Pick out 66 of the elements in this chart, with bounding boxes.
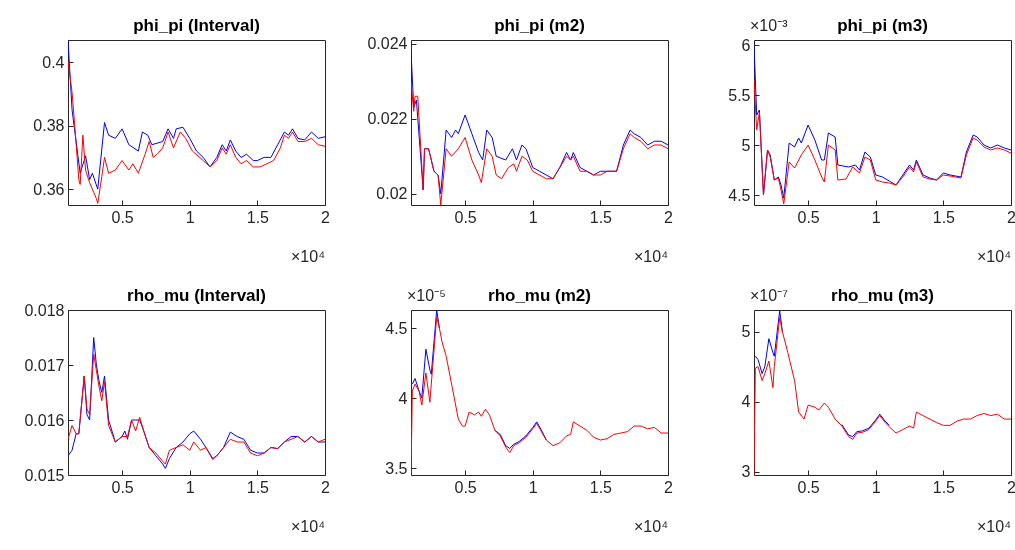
text: ×10⁻³ bbox=[750, 17, 789, 34]
y-tick-label: 3 bbox=[741, 463, 751, 480]
x-tick-label: 0.5 bbox=[797, 208, 820, 226]
x-tick-label: 2 bbox=[321, 208, 331, 226]
chart-title: rho_mu (m2) bbox=[488, 286, 591, 305]
x-tick-label: 0.5 bbox=[111, 208, 134, 226]
y-tick-label: 0.018 bbox=[24, 301, 65, 319]
y-tick-label: 4.5 bbox=[385, 319, 408, 337]
y-tick-label: 4 bbox=[398, 389, 408, 407]
y-tick-label: 0.38 bbox=[33, 117, 65, 135]
line-series bbox=[68, 40, 325, 190]
x-tick-label: 0.5 bbox=[111, 478, 134, 496]
chart-title: phi_pi (m3) bbox=[837, 16, 928, 35]
y-tick-label: 0.36 bbox=[33, 180, 65, 198]
x-tick-label: 2 bbox=[1007, 208, 1015, 226]
x-tick-label: 1 bbox=[528, 478, 538, 496]
line-series bbox=[754, 79, 1011, 205]
x-tick-label: 2 bbox=[664, 478, 674, 496]
chart-title: phi_pi (Interval) bbox=[133, 16, 260, 35]
y-tick-label: 0.024 bbox=[367, 35, 408, 53]
x-tick-label: 1.5 bbox=[246, 208, 270, 226]
x-tick-label: 1.5 bbox=[932, 208, 956, 226]
line-series bbox=[68, 60, 325, 204]
x-tick-label: 1.5 bbox=[932, 478, 956, 496]
chart-title: rho_mu (Interval) bbox=[127, 286, 266, 305]
x-tick-label: 0.5 bbox=[454, 478, 477, 496]
x-tick-label: 1.5 bbox=[246, 478, 270, 496]
y-tick-label: 0.022 bbox=[367, 110, 408, 128]
y-tick-label: 0.02 bbox=[376, 185, 408, 203]
line-series bbox=[68, 353, 325, 465]
x-tick-label: 1 bbox=[528, 208, 538, 226]
text: ×10⁻⁵ bbox=[407, 287, 446, 304]
text: ×10⁴ bbox=[976, 518, 1012, 535]
y-tick-label: 0.4 bbox=[42, 53, 65, 71]
text: ×10⁴ bbox=[290, 248, 326, 265]
y-tick-label: 5.5 bbox=[728, 86, 751, 104]
x-tick-label: 1 bbox=[185, 208, 195, 226]
y-tick-label: 0.015 bbox=[24, 466, 65, 484]
y-tick-label: 4.5 bbox=[728, 186, 751, 204]
y-tick-label: 5 bbox=[741, 136, 751, 154]
y-tick-label: 3.5 bbox=[385, 459, 408, 477]
x-tick-label: 2 bbox=[1007, 478, 1015, 496]
y-tick-label: 0.017 bbox=[24, 356, 65, 374]
line-series bbox=[411, 316, 668, 475]
y-tick-label: 0.016 bbox=[24, 411, 65, 429]
x-tick-label: 1 bbox=[871, 478, 881, 496]
x-tick-label: 0.5 bbox=[797, 478, 820, 496]
y-tick-label: 4 bbox=[741, 393, 751, 411]
x-tick-label: 1.5 bbox=[589, 208, 613, 226]
x-tick-label: 1 bbox=[871, 208, 881, 226]
text: ×10⁴ bbox=[633, 518, 669, 535]
y-tick-label: 6 bbox=[741, 36, 751, 54]
x-tick-label: 0.5 bbox=[454, 208, 477, 226]
line-series bbox=[754, 317, 1011, 475]
line-series bbox=[411, 80, 668, 205]
y-tick-label: 5 bbox=[741, 323, 751, 341]
x-tick-label: 1 bbox=[185, 478, 195, 496]
text: ×10⁻⁷ bbox=[750, 287, 789, 304]
text: ×10⁴ bbox=[290, 518, 326, 535]
x-tick-label: 2 bbox=[321, 478, 331, 496]
chart-title: rho_mu (m3) bbox=[831, 286, 934, 305]
x-tick-label: 1.5 bbox=[589, 478, 613, 496]
chart-title: phi_pi (m2) bbox=[494, 16, 585, 35]
x-tick-label: 2 bbox=[664, 208, 674, 226]
text: ×10⁴ bbox=[633, 248, 669, 265]
text: ×10⁴ bbox=[976, 248, 1012, 265]
